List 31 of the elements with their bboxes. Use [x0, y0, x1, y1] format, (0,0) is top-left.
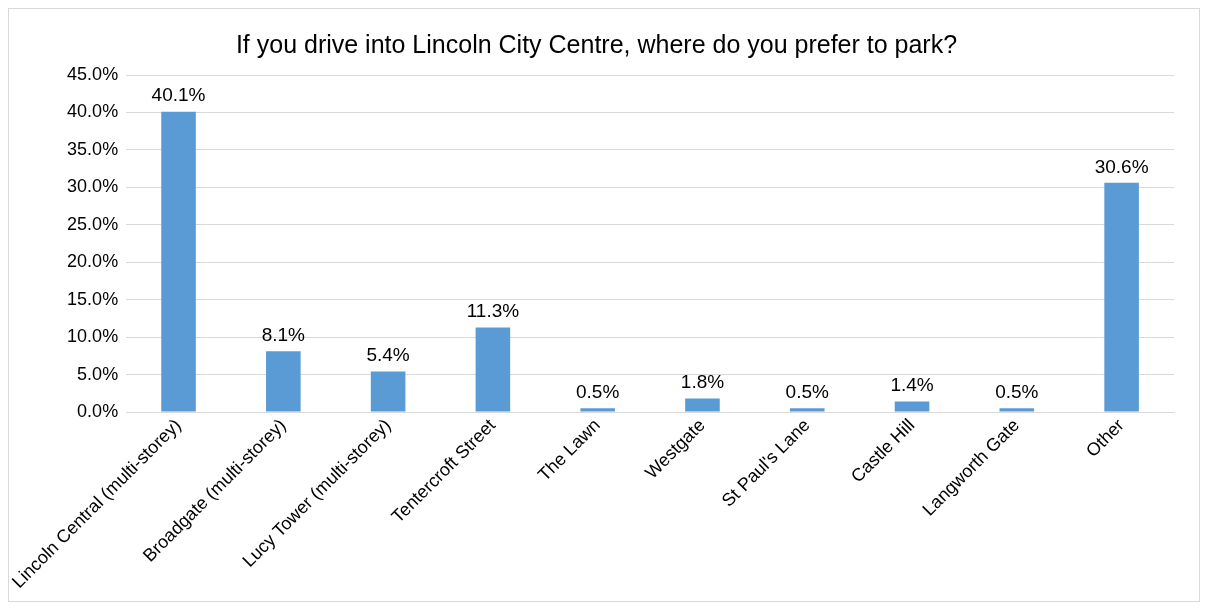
bar: [685, 398, 720, 412]
bar: [894, 401, 930, 412]
y-tick-label: 35.0%: [67, 138, 119, 159]
y-tick-label: 25.0%: [67, 213, 119, 234]
bar: [266, 351, 301, 412]
y-tick-label: 10.0%: [67, 326, 119, 347]
y-tick-label: 40.0%: [67, 101, 119, 122]
bar: [475, 327, 511, 412]
data-label: 8.1%: [261, 324, 306, 346]
data-label: 0.5%: [576, 381, 620, 403]
y-tick-label: 15.0%: [67, 288, 119, 309]
data-label: 5.4%: [366, 344, 410, 366]
bar: [370, 371, 406, 412]
y-tick-label: 20.0%: [67, 251, 119, 272]
data-label: 11.3%: [466, 300, 520, 322]
data-label: 1.8%: [680, 371, 725, 393]
bar: [999, 408, 1035, 412]
y-tick-label: 45.0%: [67, 63, 119, 84]
data-label: 0.5%: [995, 381, 1039, 403]
bar: [580, 408, 615, 412]
data-label: 40.1%: [151, 84, 206, 106]
data-label: 1.4%: [890, 374, 934, 396]
data-label: 0.5%: [785, 381, 830, 403]
chart-title: If you drive into Lincoln City Centre, where do you prefer to park?: [235, 29, 958, 58]
y-tick-label: 30.0%: [67, 176, 119, 197]
data-label: 30.6%: [1094, 155, 1149, 177]
bar: [789, 408, 825, 412]
y-tick-label: 0.0%: [77, 401, 119, 422]
bar: [161, 111, 196, 412]
bar: [1104, 182, 1139, 412]
y-tick-label: 5.0%: [77, 363, 119, 384]
